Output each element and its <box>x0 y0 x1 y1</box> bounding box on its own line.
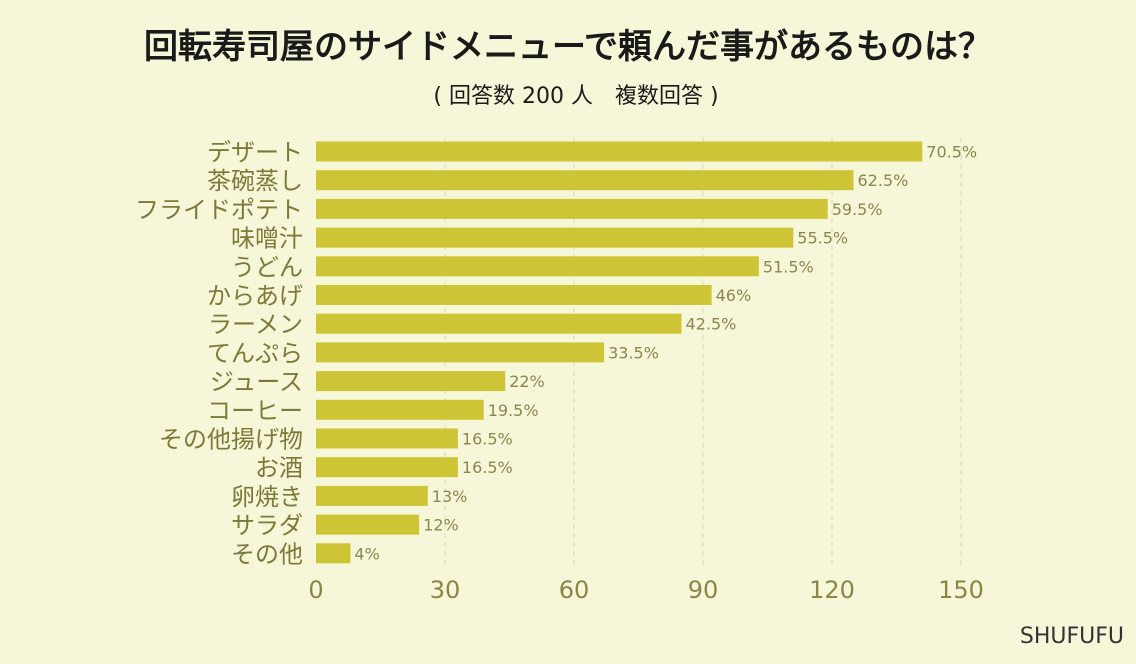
bar <box>316 428 458 449</box>
category-label: ラーメン <box>208 311 303 339</box>
bar <box>316 313 682 334</box>
category-label: その他 <box>231 540 303 568</box>
value-label: 22% <box>509 372 545 391</box>
x-tick-label: 30 <box>430 576 461 604</box>
category-label: 味噌汁 <box>231 225 303 253</box>
category-label: フライドポテト <box>135 196 303 224</box>
category-label: 茶碗蒸し <box>207 167 303 195</box>
x-tick-label: 0 <box>308 576 323 604</box>
value-label: 55.5% <box>797 229 848 248</box>
value-label: 16.5% <box>462 458 513 477</box>
bars <box>316 141 923 564</box>
bar <box>316 457 458 478</box>
category-label: その他揚げ物 <box>159 426 303 454</box>
value-label: 70.5% <box>926 143 977 162</box>
chart-title: 回転寿司屋のサイドメニューで頼んだ事があるものは？ <box>144 27 992 67</box>
value-label: 16.5% <box>462 430 513 449</box>
value-label: 33.5% <box>608 343 659 362</box>
x-tick-label: 90 <box>688 576 719 604</box>
bar <box>316 485 428 506</box>
bar <box>316 170 854 191</box>
bar <box>316 399 484 420</box>
x-axis-ticks: 0 30 60 90 120 150 <box>308 576 984 604</box>
value-label: 4% <box>354 544 379 563</box>
credit-label: SHUFUFU <box>1020 624 1124 649</box>
bar <box>316 543 351 564</box>
category-label: 卵焼き <box>231 483 303 511</box>
category-label: デザート <box>207 139 303 167</box>
category-label: うどん <box>231 253 303 281</box>
x-tick-label: 120 <box>809 576 855 604</box>
bar <box>316 227 794 248</box>
category-label: てんぷら <box>207 339 303 367</box>
bar <box>316 198 828 219</box>
category-labels: デザート茶碗蒸しフライドポテト味噌汁うどんからあげラーメンてんぷらジュースコーヒ… <box>135 139 303 569</box>
value-label: 19.5% <box>488 401 539 420</box>
value-label: 46% <box>716 286 752 305</box>
category-label: ジュース <box>210 368 303 396</box>
value-label: 42.5% <box>686 315 737 334</box>
bar <box>316 371 506 392</box>
x-tick-label: 150 <box>938 576 984 604</box>
bar <box>316 256 759 277</box>
chart-subtitle: ( 回答数 200 人 複数回答 ) <box>433 84 718 109</box>
value-label: 12% <box>423 516 459 535</box>
value-label: 51.5% <box>763 257 814 276</box>
bar <box>316 514 420 535</box>
value-label: 13% <box>432 487 468 506</box>
bar <box>316 342 605 363</box>
category-label: コーヒー <box>207 397 303 425</box>
value-labels: 70.5% 62.5% 59.5% 55.5% 51.5% 46% 42.5% 33.5% 22… <box>354 143 977 564</box>
x-tick-label: 60 <box>559 576 590 604</box>
category-label: お酒 <box>255 454 303 482</box>
category-label: サラダ <box>231 512 303 540</box>
value-label: 62.5% <box>858 171 909 190</box>
value-label: 59.5% <box>832 200 883 219</box>
bar <box>316 285 712 305</box>
category-label: からあげ <box>207 282 303 310</box>
bar <box>316 141 923 162</box>
